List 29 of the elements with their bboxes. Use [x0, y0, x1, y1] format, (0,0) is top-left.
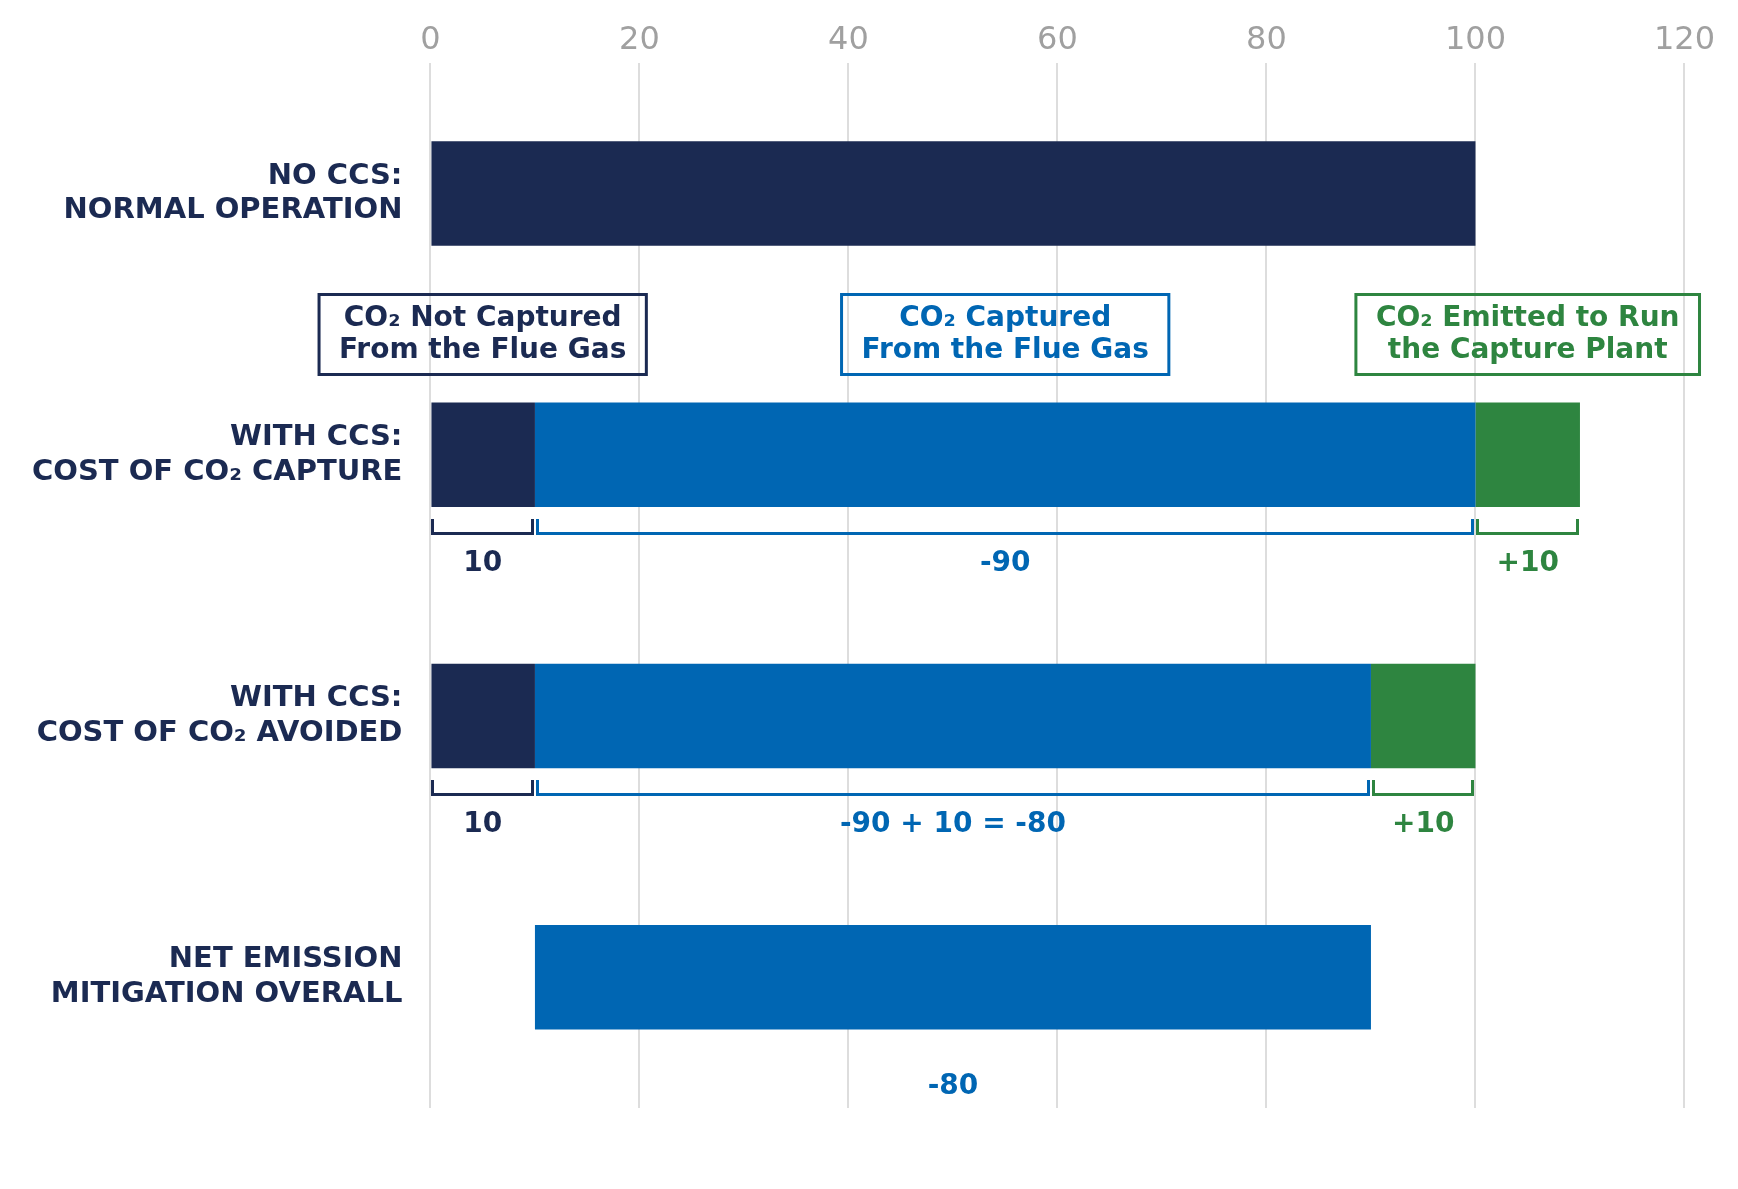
y-tick-label: WITH CCS: COST OF CO₂ CAPTURE — [31, 417, 403, 487]
bar — [431, 663, 535, 769]
x-tick-label: 60 — [1037, 18, 1078, 57]
series-label: CO₂ Not Captured From the Flue Gas — [339, 299, 627, 365]
bar — [431, 141, 1476, 246]
bar — [1475, 402, 1580, 508]
x-tick-label: 20 — [619, 18, 660, 57]
bar — [431, 402, 535, 508]
annotation: -90 + 10 = -80 — [839, 806, 1066, 840]
annotation: 10 — [463, 545, 503, 578]
x-tick-label: 0 — [420, 18, 441, 57]
annotation: -80 — [927, 1067, 979, 1101]
annotation: +10 — [1391, 806, 1455, 840]
annotation: +10 — [1496, 545, 1559, 578]
x-tick-label: 100 — [1444, 18, 1506, 57]
bar — [1370, 663, 1476, 769]
annotation: -90 — [979, 545, 1031, 578]
text: CO₂ Emitted to Run the Capture Plant — [1375, 299, 1680, 365]
x-tick-label: 80 — [1246, 18, 1287, 57]
bar — [534, 663, 1371, 769]
series-label: CO₂ Captured From the Flue Gas — [861, 299, 1149, 365]
y-tick-label: NO CCS: NORMAL OPERATION — [63, 156, 403, 226]
bar — [534, 925, 1371, 1030]
x-tick-label: 40 — [828, 18, 869, 57]
bar — [534, 402, 1476, 508]
x-tick-label: 120 — [1653, 18, 1715, 57]
y-tick-label: NET EMISSION MITIGATION OVERALL — [50, 940, 403, 1010]
annotation: 10 — [463, 806, 503, 840]
y-tick-label: WITH CCS: COST OF CO₂ AVOIDED — [36, 679, 403, 748]
